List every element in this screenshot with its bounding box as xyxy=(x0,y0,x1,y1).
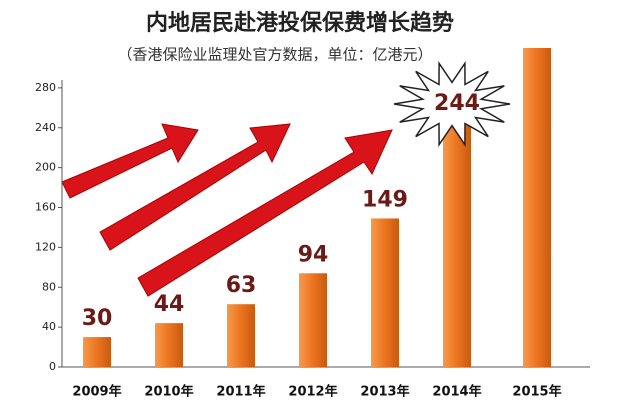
bar xyxy=(155,323,183,367)
x-tick-label: 2013年 xyxy=(360,384,409,400)
starburst xyxy=(393,60,511,148)
arrow xyxy=(99,123,291,251)
arrow xyxy=(61,123,199,199)
x-tick-label: 2010年 xyxy=(144,384,193,400)
bar xyxy=(443,123,471,367)
arrow xyxy=(137,129,393,297)
chart-title: 内地居民赴港投保保费增长趋势 xyxy=(146,10,454,36)
x-tick-label: 2014年 xyxy=(432,384,481,400)
x-tick-label: 2015年 xyxy=(512,384,561,400)
x-tick-label: 2011年 xyxy=(216,384,265,400)
bar xyxy=(227,304,255,367)
y-tick-label: 200 xyxy=(35,161,56,174)
chart-subtitle: （香港保险业监理处官方数据，单位：亿港元） xyxy=(117,46,432,64)
bar xyxy=(371,218,399,367)
y-tick-label: 40 xyxy=(42,320,56,333)
x-tick-label: 2012年 xyxy=(288,384,337,400)
decoration-arrows xyxy=(61,123,393,297)
value-label: 244 xyxy=(434,91,480,116)
x-tick-label: 2009年 xyxy=(72,384,121,400)
value-label: 30 xyxy=(82,306,113,331)
value-label: 44 xyxy=(154,292,185,317)
y-tick-label: 280 xyxy=(35,81,56,94)
value-label: 94 xyxy=(298,242,329,267)
y-tick-label: 80 xyxy=(42,280,56,293)
y-tick-label: 240 xyxy=(35,121,56,134)
y-tick-label: 120 xyxy=(35,240,56,253)
y-tick-label: 160 xyxy=(35,201,56,214)
y-tick-label: 0 xyxy=(49,360,56,373)
value-label: 149 xyxy=(362,187,408,212)
value-label: 63 xyxy=(226,273,257,298)
bar xyxy=(299,273,327,367)
bar xyxy=(523,48,551,367)
bar xyxy=(83,337,111,367)
